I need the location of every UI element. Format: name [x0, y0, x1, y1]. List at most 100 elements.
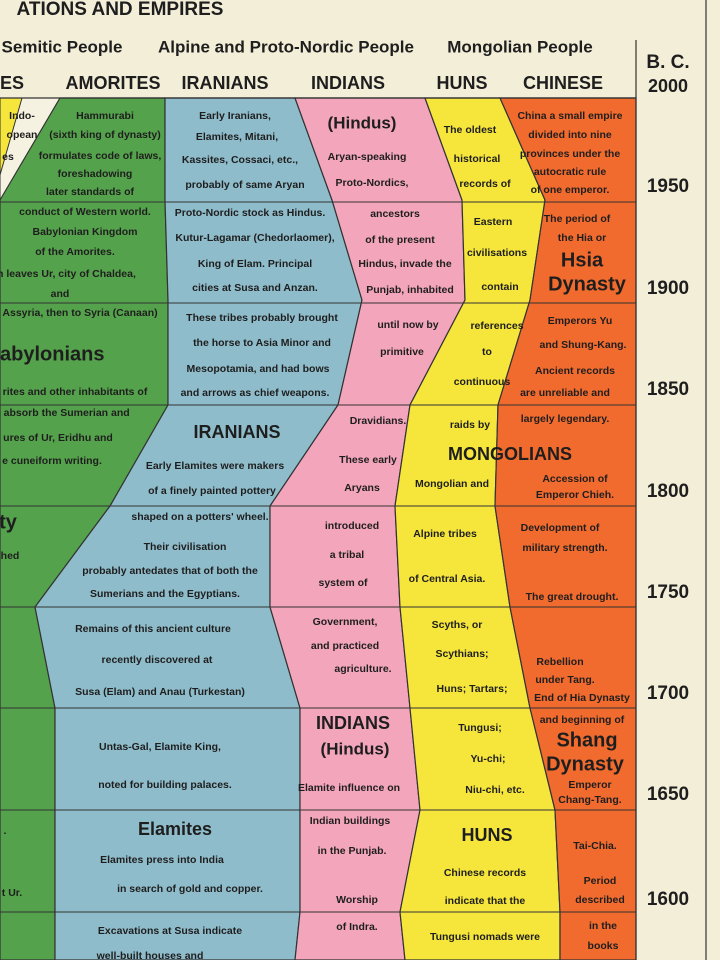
people: INDIANS	[311, 73, 385, 93]
year-label: 1600	[647, 889, 689, 910]
stream-text: opean	[7, 129, 38, 141]
stream-text: and arrows as chief weapons.	[181, 387, 330, 399]
stream-text: historical	[454, 153, 501, 165]
people: IRANIANS	[181, 73, 268, 93]
stream-text: Sumerians and the Egyptians.	[90, 588, 240, 600]
stream-text: the Hia or	[558, 232, 606, 244]
group: Mongolian People	[447, 37, 592, 56]
stream-text: Yu-chi;	[470, 753, 505, 765]
stream-text: to	[482, 346, 492, 358]
stream-text: Scythians;	[435, 648, 488, 660]
stream-text: described	[575, 894, 625, 906]
stream-text: records of	[459, 178, 511, 190]
stream-text: INDIANS	[316, 713, 390, 733]
stream-text: contain	[481, 281, 518, 293]
stream-text: Development of	[521, 522, 600, 534]
stream-text: The oldest	[444, 124, 497, 136]
stream-text: ancestors	[370, 208, 420, 220]
stream-text: The great drought.	[526, 591, 619, 603]
stream-text: Susa (Elam) and Anau (Turkestan)	[75, 686, 245, 698]
stream-text: of the present	[365, 234, 435, 246]
year-label: 1650	[647, 784, 689, 805]
group: Semitic People	[2, 37, 123, 56]
stream-text: civilisations	[467, 247, 527, 259]
stream-text: until now by	[377, 319, 438, 331]
stream-text: autocratic rule	[534, 166, 607, 178]
stream-text: Remains of this ancient culture	[75, 623, 231, 635]
stream-text: IRANIANS	[193, 422, 280, 442]
stream-text: agriculture.	[334, 663, 391, 675]
stream-text: Worship	[336, 894, 378, 906]
stream-text: cities at Susa and Anzan.	[192, 282, 318, 294]
stream-text: under Tang.	[535, 674, 594, 686]
stream-text: es	[2, 151, 14, 163]
stream-text: formulates code of laws,	[39, 150, 162, 162]
year-rules	[0, 201, 636, 913]
stream-text: probably of same Aryan	[185, 179, 304, 191]
stream-text: the horse to Asia Minor and	[193, 337, 331, 349]
stream-text: well-built houses and	[96, 950, 204, 960]
stream-text: Early Elamites were makers	[146, 460, 285, 472]
stream-text: Proto-Nordic stock as Hindus.	[175, 207, 326, 219]
stream-text: Emperor	[568, 779, 611, 791]
stream-text: Kutur-Lagamar (Chedorlaomer),	[175, 232, 334, 244]
stream-text: Dynasty	[546, 753, 625, 775]
stream-text: Babylonian Kingdom	[33, 226, 138, 238]
stream-text: rites and other inhabitants of	[3, 386, 148, 398]
stream-text: End of Hia Dynasty	[534, 692, 630, 704]
stream-text: Chang-Tang.	[558, 794, 621, 806]
stream-text: of the Amorites.	[35, 246, 115, 258]
stream-text: noted for building palaces.	[98, 779, 232, 791]
year-label: 1900	[647, 278, 689, 299]
stream-text: Alpine tribes	[413, 528, 477, 540]
stream-text: Excavations at Susa indicate	[98, 925, 242, 937]
stream-text: King of Elam. Principal	[198, 258, 312, 270]
stream-text: Chinese records	[444, 867, 526, 879]
stream-text: Dynasty	[548, 273, 627, 295]
year-label: 1950	[647, 176, 689, 197]
stream-text: system of	[318, 577, 368, 589]
stream-text: Scyths, or	[432, 619, 483, 631]
stream-text: n absorb the Sumerian and	[0, 407, 130, 419]
stream-text: a tribal	[330, 549, 365, 561]
year-label: 1750	[647, 582, 689, 603]
stream-text: Rebellion	[536, 656, 583, 668]
stream-text: and beginning of	[540, 714, 625, 726]
stream-text: divided into nine	[528, 129, 612, 141]
stream-text: of Central Asia.	[409, 573, 486, 585]
people: CHINESE	[523, 73, 603, 93]
stream-text: (sixth king of dynasty)	[49, 129, 160, 141]
stream-text: in search of gold and copper.	[117, 883, 263, 895]
stream-text: Proto-Nordics,	[336, 177, 409, 189]
stream-text: Huns; Tartars;	[437, 683, 508, 695]
stream-text: Assyria, then to Syria (Canaan)	[2, 307, 157, 319]
stream-text: are unreliable and	[520, 387, 610, 399]
stream-text: Elamite influence on	[298, 782, 400, 794]
stream-texts: Indo-opean es Hammurabi (sixth king of dyna…	[0, 110, 630, 960]
stream-text: These tribes probably brought	[186, 312, 338, 324]
year-label: 2000	[648, 76, 688, 96]
group: Alpine and Proto-Nordic People	[158, 37, 414, 56]
stream-text: MONGOLIANS	[448, 444, 572, 464]
stream-text: Emperor Chieh.	[536, 489, 614, 501]
stream-text: Indo-	[9, 110, 35, 122]
stream-text: Aryan-speaking	[328, 151, 407, 163]
stream-text: China a small empire	[517, 110, 622, 122]
stream-text: Elamites	[138, 819, 212, 839]
stream-text: conduct of Western world.	[19, 206, 151, 218]
stream-text: Tungusi;	[458, 722, 502, 734]
stream-text: ures of Ur, Eridhu and	[3, 432, 113, 444]
stream-text: recently discovered at	[102, 654, 213, 666]
stream-text: Shang	[556, 729, 617, 751]
stream-text: raids by	[450, 419, 490, 431]
era: B. C.	[646, 52, 689, 73]
stream-text: military strength.	[522, 542, 607, 554]
stream-text: and	[51, 288, 70, 300]
stream-text: Hsia	[561, 249, 604, 271]
stream-text: and Shung-Kang.	[540, 339, 627, 351]
stream-text: primitive	[380, 346, 424, 358]
stream-text: Indian buildings	[310, 815, 391, 827]
stream-text: .	[4, 825, 7, 837]
stream-text: introduced	[325, 520, 379, 532]
stream-text: in the	[589, 920, 617, 932]
